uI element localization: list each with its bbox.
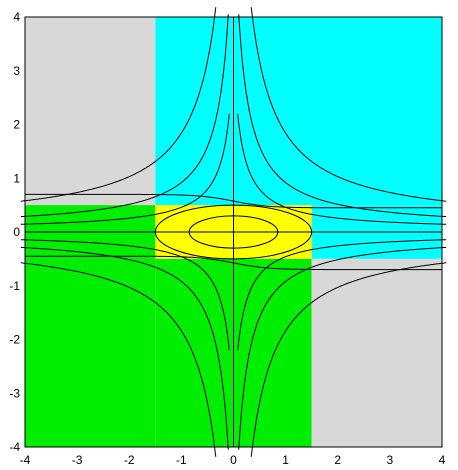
tick-labels: -4 -3 -2 -1 0 1 2 3 4 -4 -3 -2 -1 0 1 2 3 4 [9,10,445,467]
contour-q2-2 [20,7,217,202]
region-green-3 [25,205,156,447]
y-tick-label: 2 [13,118,20,132]
x-tick-label: -3 [72,453,83,467]
y-tick-label: -1 [9,279,20,293]
y-tick-label: 3 [13,64,20,78]
contour-q1-0 [237,113,447,225]
contour-q1-2 [250,7,447,202]
axis-lines [25,17,442,447]
x-tick-label: -2 [124,453,135,467]
x-tick-label: 0 [230,453,237,467]
contour-q1-1 [238,14,447,218]
x-tick-label: -1 [176,453,187,467]
contour-q3-0 [20,239,230,351]
x-tick-label: 2 [334,453,341,467]
x-tick-label: 3 [387,453,394,467]
contour-q4-2 [250,262,447,457]
y-tick-label: -3 [9,386,20,400]
x-tick-label: 1 [282,453,289,467]
y-tick-label: -2 [9,333,20,347]
region-gray-0 [25,17,156,206]
contour-q4-0 [237,239,447,351]
contour-q2-0 [20,113,230,225]
contour-q4-1 [238,246,447,450]
contour-q3-2 [20,262,217,457]
contour-q2-1 [20,14,229,218]
y-tick-label: 0 [13,225,20,239]
contour-q3-1 [20,246,229,450]
y-tick-label: 1 [13,171,20,185]
region-gray-5 [311,258,442,447]
x-tick-label: -4 [20,453,31,467]
region-cyan-1 [155,17,442,206]
y-tick-label: -4 [9,440,20,454]
plot-frame [24,16,443,448]
y-tick-label: 4 [13,10,20,24]
x-tick-label: 4 [439,453,446,467]
